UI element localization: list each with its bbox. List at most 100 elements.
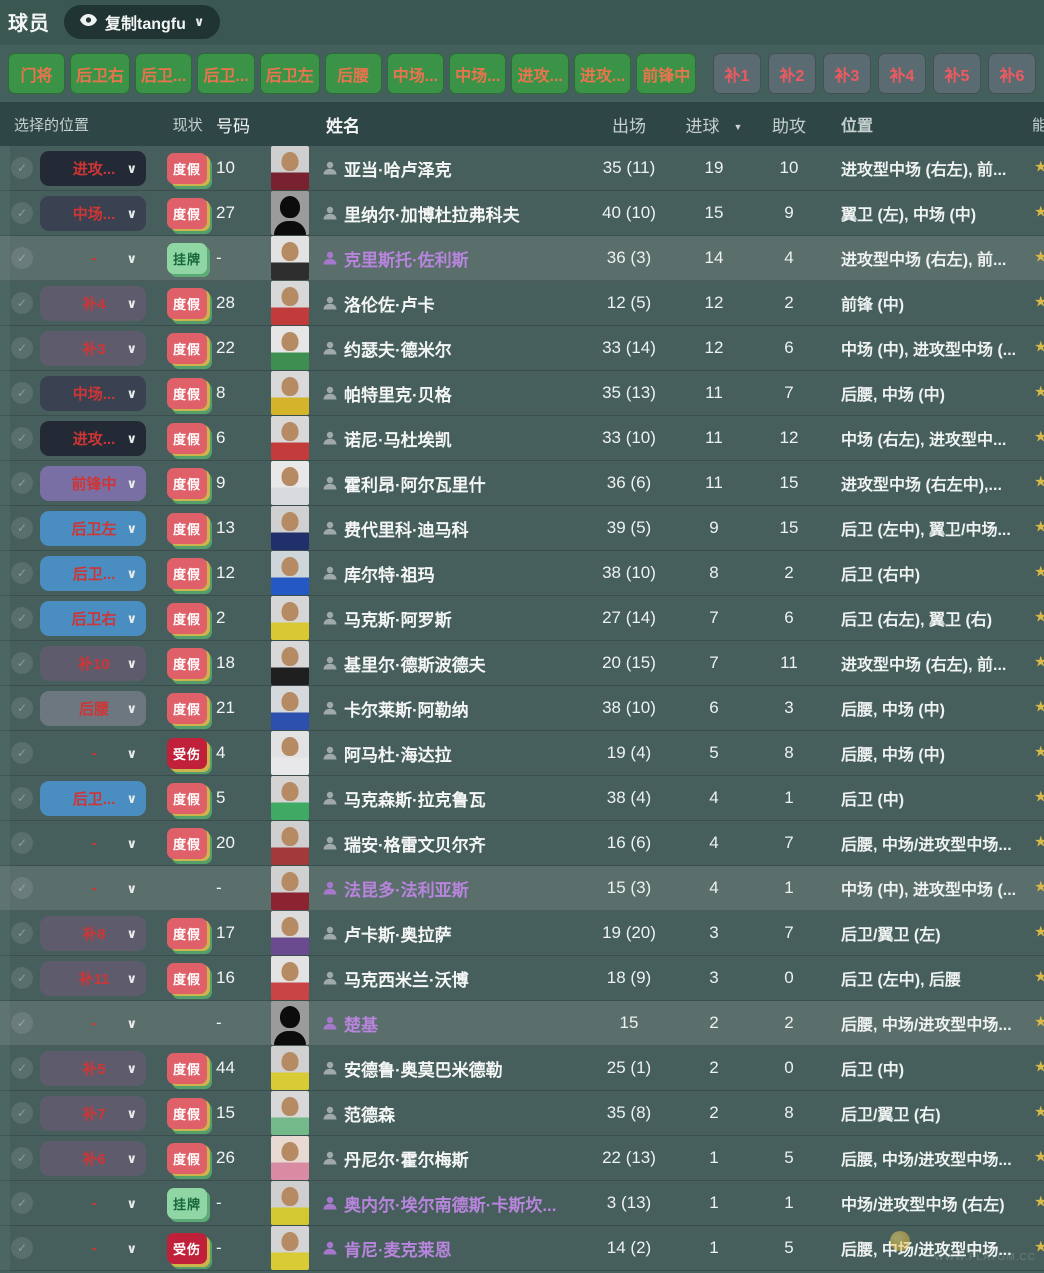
player-row[interactable]: 补6 度假 26 丹尼尔·霍尔梅斯 22 (13) 1 5 后腰, 中场/进攻型… <box>0 1136 1044 1181</box>
header-selected-position[interactable]: 选择的位置 <box>14 116 90 134</box>
row-checkbox[interactable] <box>11 337 33 359</box>
position-dropdown[interactable]: 补8 <box>40 915 146 951</box>
row-checkbox[interactable] <box>11 742 33 764</box>
header-number[interactable]: 号码 <box>216 116 250 136</box>
position-dropdown[interactable]: 补10 <box>40 645 146 681</box>
position-filter-button-4[interactable]: 后卫左 <box>259 53 320 94</box>
position-filter-button-7[interactable]: 中场... <box>449 53 507 94</box>
row-checkbox[interactable] <box>11 1192 33 1214</box>
row-checkbox[interactable] <box>11 1012 33 1034</box>
header-goals-sorted[interactable]: 进球 <box>679 112 749 137</box>
player-row[interactable]: 补11 度假 16 马克西米兰·沃博 18 (9) 3 0 后卫 (左中), 后… <box>0 956 1044 1001</box>
row-checkbox[interactable] <box>11 607 33 629</box>
player-row[interactable]: 进攻... 度假 6 诺尼·马杜埃凯 33 (10) 11 12 中场 (右左)… <box>0 416 1044 461</box>
position-filter-button-6[interactable]: 中场... <box>386 53 445 94</box>
player-row[interactable]: - 度假 20 瑞安·格雷文贝尔齐 16 (6) 4 7 后腰, 中场/进攻型中… <box>0 821 1044 866</box>
player-row[interactable]: 进攻... 度假 10 亚当·哈卢泽克 35 (11) 19 10 进攻型中场 … <box>0 146 1044 191</box>
position-dropdown[interactable]: 补3 <box>40 330 146 366</box>
position-dropdown[interactable]: 进攻... <box>40 420 146 456</box>
position-dropdown[interactable]: - <box>40 241 146 276</box>
position-dropdown[interactable]: 补5 <box>40 1050 146 1086</box>
row-checkbox[interactable] <box>11 967 33 989</box>
position-dropdown[interactable]: 前锋中 <box>40 465 146 501</box>
player-row[interactable]: 后卫右 度假 2 马克斯·阿罗斯 27 (14) 7 6 后卫 (右左), 翼卫… <box>0 596 1044 641</box>
view-selector-dropdown[interactable]: 复制tangfu <box>64 4 221 39</box>
player-row[interactable]: - 受伤 - 肯尼·麦克莱恩 14 (2) 1 5 后腰, 中场/进攻型中场..… <box>0 1226 1044 1271</box>
position-filter-button-2[interactable]: 后卫... <box>134 53 193 94</box>
row-checkbox[interactable] <box>11 562 33 584</box>
row-checkbox[interactable] <box>11 382 33 404</box>
player-row[interactable]: - - 法昆多·法利亚斯 15 (3) 4 1 中场 (中), 进攻型中场 (.… <box>0 866 1044 911</box>
player-row[interactable]: - 受伤 4 阿马杜·海达拉 19 (4) 5 8 后腰, 中场 (中) <box>0 731 1044 776</box>
header-position[interactable]: 位置 <box>841 118 874 135</box>
player-row[interactable]: 补7 度假 15 范德森 35 (8) 2 8 后卫/翼卫 (右) <box>0 1091 1044 1136</box>
position-filter-button-10[interactable]: 前锋中 <box>636 53 697 94</box>
position-filter-button-0[interactable]: 门将 <box>8 53 65 94</box>
sub-filter-button-1[interactable]: 补2 <box>767 53 816 94</box>
header-appearances[interactable]: 出场 <box>612 116 646 136</box>
row-checkbox[interactable] <box>11 697 33 719</box>
position-dropdown[interactable]: 中场... <box>40 375 146 411</box>
row-checkbox[interactable] <box>11 652 33 674</box>
position-dropdown[interactable]: 补7 <box>40 1095 146 1131</box>
sub-filter-button-0[interactable]: 补1 <box>712 53 761 94</box>
sub-filter-button-2[interactable]: 补3 <box>822 53 871 94</box>
header-name[interactable]: 姓名 <box>326 116 360 136</box>
row-checkbox[interactable] <box>11 1057 33 1079</box>
player-row[interactable]: 前锋中 度假 9 霍利昂·阿尔瓦里什 36 (6) 11 15 进攻型中场 (右… <box>0 461 1044 506</box>
row-checkbox[interactable] <box>11 202 33 224</box>
position-dropdown[interactable]: 进攻... <box>40 150 146 186</box>
player-row[interactable]: 补4 度假 28 洛伦佐·卢卡 12 (5) 12 2 前锋 (中) <box>0 281 1044 326</box>
position-dropdown[interactable]: 补4 <box>40 285 146 321</box>
player-row[interactable]: 中场... 度假 8 帕特里克·贝格 35 (13) 11 7 后腰, 中场 (… <box>0 371 1044 416</box>
position-dropdown[interactable]: 后卫右 <box>40 600 146 636</box>
position-dropdown[interactable]: - <box>40 1186 146 1221</box>
sub-filter-button-4[interactable]: 补5 <box>932 53 981 94</box>
position-dropdown[interactable]: 中场... <box>40 195 146 231</box>
player-row[interactable]: 后卫左 度假 13 费代里科·迪马科 39 (5) 9 15 后卫 (左中), … <box>0 506 1044 551</box>
player-row[interactable]: 补3 度假 22 约瑟夫·德米尔 33 (14) 12 6 中场 (中), 进攻… <box>0 326 1044 371</box>
position-dropdown[interactable]: - <box>40 1231 146 1266</box>
player-row[interactable]: 后卫... 度假 12 库尔特·祖玛 38 (10) 8 2 后卫 (右中) <box>0 551 1044 596</box>
position-filter-button-9[interactable]: 进攻... <box>573 53 632 94</box>
header-status[interactable]: 现状 <box>172 116 203 134</box>
position-dropdown[interactable]: - <box>40 1006 146 1041</box>
player-row[interactable]: 补8 度假 17 卢卡斯·奥拉萨 19 (20) 3 7 后卫/翼卫 (左) <box>0 911 1044 956</box>
header-assists[interactable]: 助攻 <box>772 116 806 136</box>
player-row[interactable]: - 挂牌 - 奥内尔·埃尔南德斯·卡斯坎... 3 (13) 1 1 中场/进攻… <box>0 1181 1044 1226</box>
position-filter-button-8[interactable]: 进攻... <box>511 53 569 94</box>
row-checkbox[interactable] <box>11 517 33 539</box>
player-row[interactable]: 补5 度假 44 安德鲁·奥莫巴米德勒 25 (1) 2 0 后卫 (中) <box>0 1046 1044 1091</box>
position-filter-button-3[interactable]: 后卫... <box>197 53 255 94</box>
player-row[interactable]: 中场... 度假 27 里纳尔·加博杜拉弗科夫 40 (10) 15 9 翼卫 … <box>0 191 1044 236</box>
row-checkbox[interactable] <box>11 247 33 269</box>
position-dropdown[interactable]: - <box>40 871 146 906</box>
player-row[interactable]: 后卫... 度假 5 马克森斯·拉克鲁瓦 38 (4) 4 1 后卫 (中) <box>0 776 1044 821</box>
row-checkbox[interactable] <box>11 787 33 809</box>
position-dropdown[interactable]: 补11 <box>40 960 146 996</box>
sub-filter-button-3[interactable]: 补4 <box>877 53 926 94</box>
row-checkbox[interactable] <box>11 922 33 944</box>
row-checkbox[interactable] <box>11 1102 33 1124</box>
player-row[interactable]: 补10 度假 18 基里尔·德斯波德夫 20 (15) 7 11 进攻型中场 (… <box>0 641 1044 686</box>
position-dropdown[interactable]: 后腰 <box>40 690 146 726</box>
row-checkbox[interactable] <box>11 1237 33 1259</box>
row-checkbox[interactable] <box>11 157 33 179</box>
position-dropdown[interactable]: 后卫... <box>40 555 146 591</box>
position-dropdown[interactable]: 后卫... <box>40 780 146 816</box>
position-dropdown[interactable]: - <box>40 826 146 861</box>
player-row[interactable]: - - 楚基 15 2 2 后腰, 中场/进攻型中场... <box>0 1001 1044 1046</box>
row-checkbox[interactable] <box>11 472 33 494</box>
header-ability-partial[interactable]: 能 <box>1032 116 1044 134</box>
sub-filter-button-5[interactable]: 补6 <box>987 53 1036 94</box>
row-checkbox[interactable] <box>11 292 33 314</box>
position-filter-button-1[interactable]: 后卫右 <box>70 53 130 94</box>
position-dropdown[interactable]: 后卫左 <box>40 510 146 546</box>
position-filter-button-5[interactable]: 后腰 <box>324 53 382 94</box>
position-dropdown[interactable]: - <box>40 736 146 771</box>
row-checkbox[interactable] <box>11 427 33 449</box>
row-checkbox[interactable] <box>11 877 33 899</box>
row-checkbox[interactable] <box>11 1147 33 1169</box>
player-row[interactable]: 后腰 度假 21 卡尔莱斯·阿勒纳 38 (10) 6 3 后腰, 中场 (中) <box>0 686 1044 731</box>
player-row[interactable]: - 挂牌 - 克里斯托·佐利斯 36 (3) 14 4 进攻型中场 (右左), … <box>0 236 1044 281</box>
